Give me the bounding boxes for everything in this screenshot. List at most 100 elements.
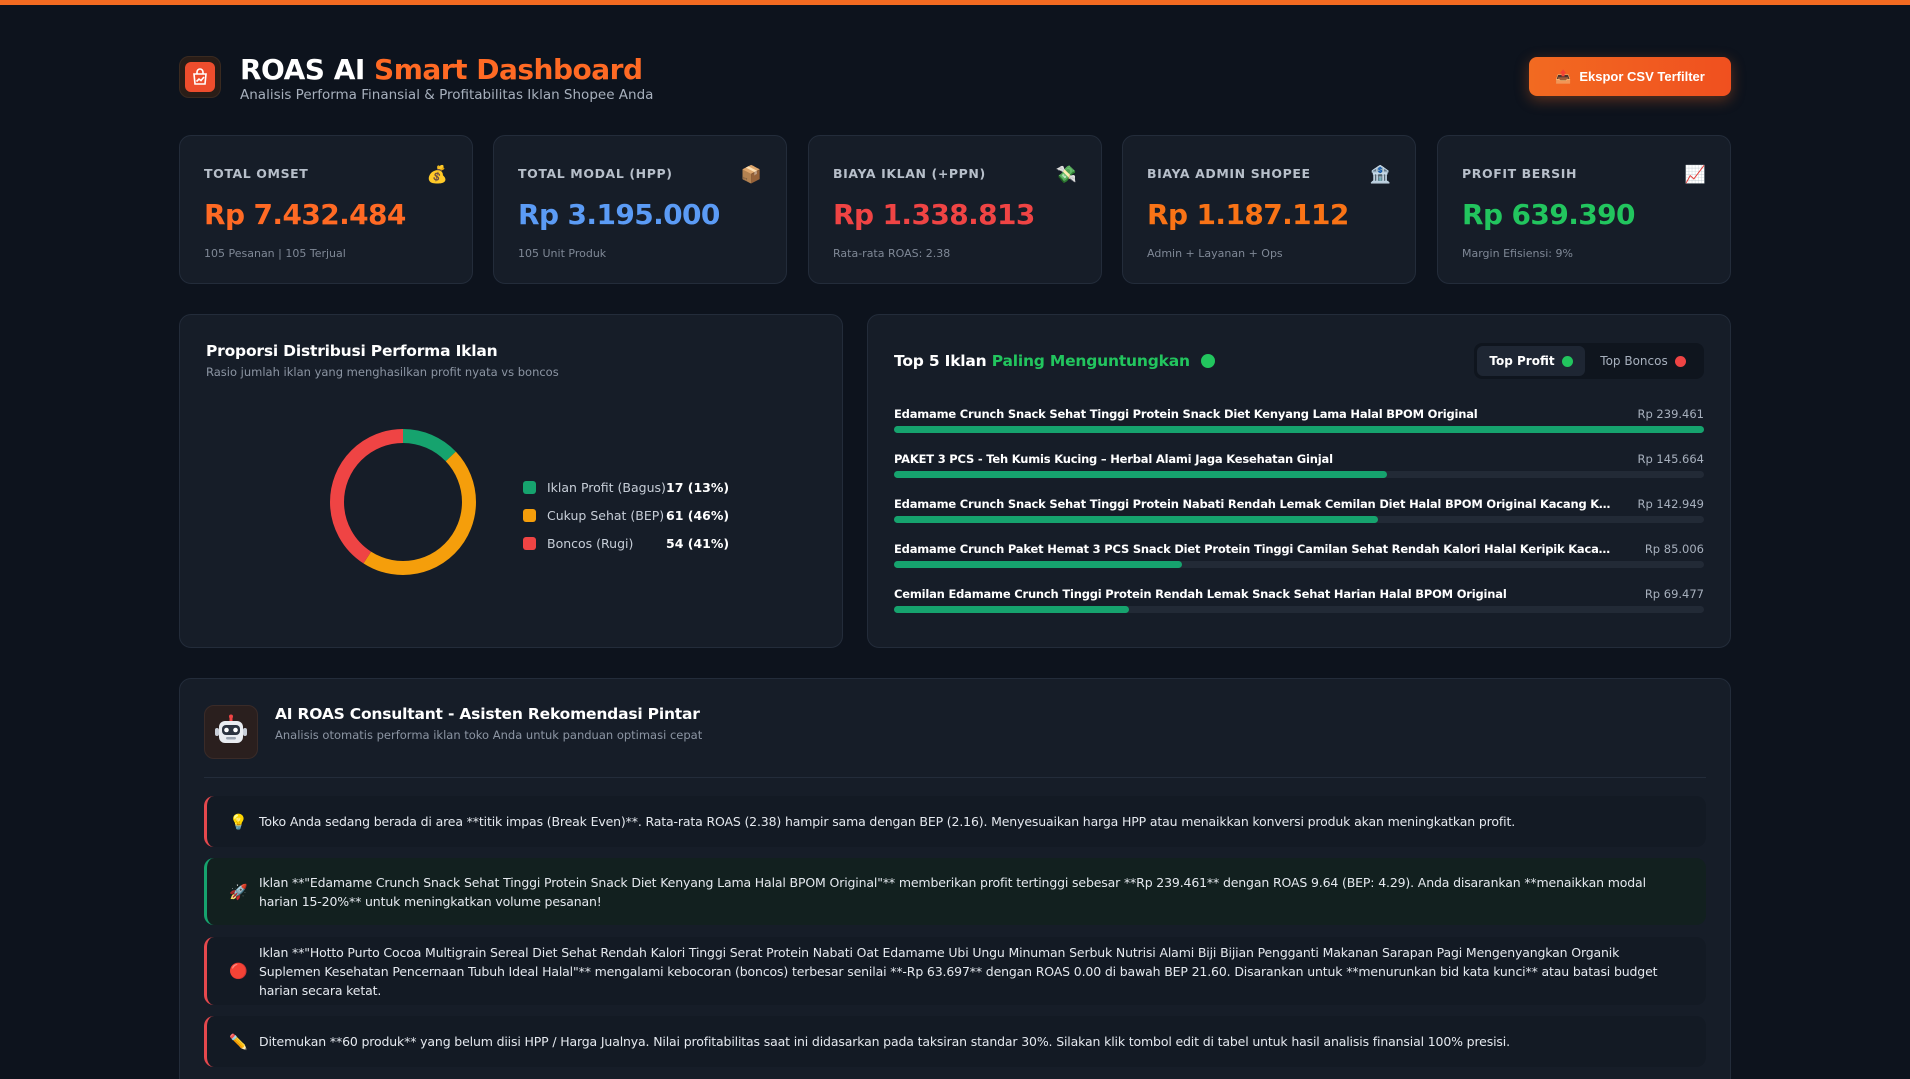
ai-message-text: Ditemukan **60 produk** yang belum diisi… xyxy=(259,1034,1510,1049)
bar-track xyxy=(894,561,1704,568)
legend-swatch xyxy=(523,536,536,550)
stat-label: TOTAL MODAL (HPP) xyxy=(518,166,673,181)
bar-value-label: Rp 239.461 xyxy=(1637,407,1704,421)
bar-fill xyxy=(894,426,1704,433)
bar-label: Cemilan Edamame Crunch Tinggi Protein Re… xyxy=(894,587,1507,601)
bar-fill xyxy=(894,561,1182,568)
bar-item: Cemilan Edamame Crunch Tinggi Protein Re… xyxy=(894,587,1704,632)
top5-card: Top 5 Iklan Paling Menguntungkan Top Pro… xyxy=(867,314,1731,648)
distribution-title: Proporsi Distribusi Performa Iklan xyxy=(206,342,498,360)
stat-sub: Rata-rata ROAS: 2.38 xyxy=(833,247,951,260)
legend-swatch xyxy=(523,508,536,522)
export-csv-button[interactable]: 📤 Ekspor CSV Terfilter xyxy=(1529,57,1731,96)
chart-increasing-icon: 📈 xyxy=(1684,165,1706,185)
top5-title-main: Top 5 Iklan xyxy=(894,352,987,370)
red-circle-icon: 🔴 xyxy=(229,962,248,980)
bar-label: Edamame Crunch Paket Hemat 3 PCS Snack D… xyxy=(894,542,1614,556)
ai-subtitle: Analisis otomatis performa iklan toko An… xyxy=(275,728,703,742)
bank-icon: 🏦 xyxy=(1369,165,1391,185)
ai-message: 💡 Toko Anda sedang berada di area **titi… xyxy=(204,796,1706,847)
bar-track xyxy=(894,471,1704,478)
shopping-bag-chart-icon xyxy=(185,62,215,92)
bar-value-label: Rp 69.477 xyxy=(1644,587,1704,601)
stat-sub: 105 Pesanan | 105 Terjual xyxy=(204,247,346,260)
top-accent-strip xyxy=(0,0,1910,5)
stat-value: Rp 639.390 xyxy=(1462,198,1635,231)
app-logo xyxy=(179,56,221,98)
donut-slice-1 xyxy=(330,429,476,575)
stat-label: PROFIT BERSIH xyxy=(1462,166,1578,181)
bar-track xyxy=(894,426,1704,433)
ai-message: ✏️ Ditemukan **60 produk** yang belum di… xyxy=(204,1016,1706,1067)
page-header: ROAS AI Smart Dashboard Analisis Perform… xyxy=(179,53,1731,105)
stat-card-total-omset: TOTAL OMSET 💰 Rp 7.432.484 105 Pesanan |… xyxy=(179,135,473,284)
donut-slice-2 xyxy=(330,429,476,575)
pencil-icon: ✏️ xyxy=(229,1032,248,1051)
bar-item: Edamame Crunch Snack Sehat Tinggi Protei… xyxy=(894,407,1704,452)
stat-sub: Admin + Layanan + Ops xyxy=(1147,247,1283,260)
bar-track xyxy=(894,516,1704,523)
legend-item-boncos: Boncos (Rugi) 54 (41%) xyxy=(523,529,729,557)
bar-item: Edamame Crunch Paket Hemat 3 PCS Snack D… xyxy=(894,542,1704,587)
tab-label: Top Boncos xyxy=(1600,354,1668,368)
ai-consultant-card: AI ROAS Consultant - Asisten Rekomendasi… xyxy=(179,678,1731,1079)
legend-label: Boncos (Rugi) xyxy=(547,535,634,551)
tab-top-boncos[interactable]: Top Boncos xyxy=(1585,346,1701,376)
stat-card-biaya-admin: BIAYA ADMIN SHOPEE 🏦 Rp 1.187.112 Admin … xyxy=(1122,135,1416,284)
legend-swatch xyxy=(523,480,536,494)
top5-title: Top 5 Iklan Paling Menguntungkan xyxy=(894,352,1216,370)
ai-message: 🔴 Iklan **"Hotto Purto Cocoa Multigrain … xyxy=(204,937,1706,1005)
distribution-card: Proporsi Distribusi Performa Iklan Rasio… xyxy=(179,314,843,648)
stat-card-total-modal: TOTAL MODAL (HPP) 📦 Rp 3.195.000 105 Uni… xyxy=(493,135,787,284)
green-dot-icon xyxy=(1561,355,1573,367)
legend-item-profit: Iklan Profit (Bagus) 17 (13%) xyxy=(523,473,729,501)
package-icon: 📦 xyxy=(740,165,762,185)
bar-value-label: Rp 145.664 xyxy=(1637,452,1704,466)
ai-divider xyxy=(204,777,1706,778)
top5-toggle: Top Profit Top Boncos xyxy=(1474,343,1704,379)
tab-label: Top Profit xyxy=(1489,354,1555,368)
bar-value-label: Rp 142.949 xyxy=(1637,497,1704,511)
bar-track xyxy=(894,606,1704,613)
bar-value-label: Rp 85.006 xyxy=(1644,542,1704,556)
stat-value: Rp 3.195.000 xyxy=(518,198,720,231)
inbox-upload-icon: 📤 xyxy=(1555,68,1572,84)
legend-value: 61 (46%) xyxy=(666,507,730,523)
ai-message: 🚀 Iklan **"Edamame Crunch Snack Sehat Ti… xyxy=(204,858,1706,925)
money-bag-icon: 💰 xyxy=(426,165,448,185)
stat-value: Rp 7.432.484 xyxy=(204,198,406,231)
title-main: ROAS AI xyxy=(240,53,365,86)
ai-message-text: Iklan **"Hotto Purto Cocoa Multigrain Se… xyxy=(259,944,1658,998)
bar-fill xyxy=(894,471,1387,478)
stat-value: Rp 1.187.112 xyxy=(1147,198,1349,231)
bar-label: PAKET 3 PCS - Teh Kumis Kucing – Herbal … xyxy=(894,452,1333,466)
distribution-legend: Iklan Profit (Bagus) 17 (13%) Cukup Seha… xyxy=(523,473,729,557)
legend-value: 17 (13%) xyxy=(666,479,730,495)
legend-item-bep: Cukup Sehat (BEP) 61 (46%) xyxy=(523,501,729,529)
green-circle-icon xyxy=(1201,354,1216,368)
page-subtitle: Analisis Performa Finansial & Profitabil… xyxy=(240,87,654,103)
distribution-subtitle: Rasio jumlah iklan yang menghasilkan pro… xyxy=(206,365,559,379)
top5-title-accent: Paling Menguntungkan xyxy=(991,352,1190,370)
rocket-icon: 🚀 xyxy=(229,882,248,901)
top5-bar-list: Edamame Crunch Snack Sehat Tinggi Protei… xyxy=(894,407,1704,632)
red-dot-icon xyxy=(1674,355,1686,367)
ai-title: AI ROAS Consultant - Asisten Rekomendasi… xyxy=(275,705,700,723)
bar-fill xyxy=(894,606,1129,613)
bar-label: Edamame Crunch Snack Sehat Tinggi Protei… xyxy=(894,407,1478,421)
export-csv-label: Ekspor CSV Terfilter xyxy=(1579,69,1705,84)
light-bulb-icon: 💡 xyxy=(229,812,248,831)
tab-top-profit[interactable]: Top Profit xyxy=(1477,346,1585,376)
robot-icon xyxy=(204,705,258,759)
legend-label: Iklan Profit (Bagus) xyxy=(547,479,666,495)
legend-value: 54 (41%) xyxy=(666,535,730,551)
distribution-donut-chart xyxy=(330,429,476,575)
title-accent: Smart Dashboard xyxy=(374,53,643,86)
ai-message-text: Iklan **"Edamame Crunch Snack Sehat Ting… xyxy=(259,874,1646,909)
money-wings-icon: 💸 xyxy=(1055,165,1077,185)
bar-item: Edamame Crunch Snack Sehat Tinggi Protei… xyxy=(894,497,1704,542)
bar-item: PAKET 3 PCS - Teh Kumis Kucing – Herbal … xyxy=(894,452,1704,497)
stat-sub: Margin Efisiensi: 9% xyxy=(1462,247,1573,260)
stat-sub: 105 Unit Produk xyxy=(518,247,607,260)
stat-label: TOTAL OMSET xyxy=(204,166,309,181)
